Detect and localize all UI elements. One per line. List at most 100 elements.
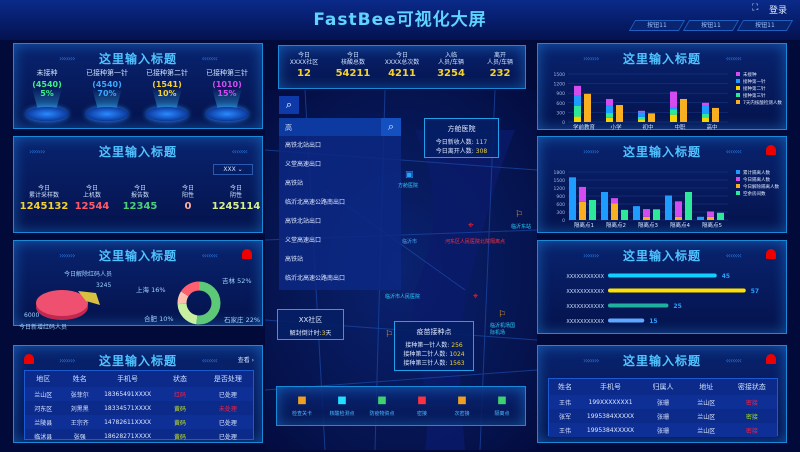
vacc-pct: 15% (217, 89, 237, 98)
x-tick-label: 隔离点4 (670, 221, 691, 229)
expand-icon[interactable]: ⛶ (752, 3, 759, 13)
table-row[interactable]: 兰山区 张菲尔 18365491XXXX 红码 已处理 (25, 387, 253, 401)
toolbar-item[interactable]: ■ 检查关卡 (282, 395, 322, 417)
donut-slice (177, 281, 221, 325)
column-header: 归属人 (652, 383, 674, 391)
bar (608, 273, 717, 278)
bar-今日解除隔离人数 (707, 216, 714, 220)
close-contact-panel: ››››››› 这里输入标题 ‹‹‹‹‹‹‹ 姓名 手机号 归属人 地址 密接状态 王伟 199… (537, 345, 787, 443)
column-header: 地区 (36, 375, 51, 383)
stat-label: 今日 (85, 185, 98, 192)
vaccination-chart-panel: ››››››› 这里输入标题 ‹‹‹‹‹‹‹ 0 300 600 900 1200 1500 学… (537, 43, 787, 130)
bar-接种第一针 (702, 105, 709, 114)
search-result-item[interactable]: 临沂北高速公路南出口 (285, 199, 346, 206)
legend-label: 空余房间数 (743, 190, 766, 197)
location-pin-icon[interactable]: ⌖ (468, 220, 474, 231)
panel-title: 这里输入标题 (98, 145, 177, 159)
table-cell: 199XXXXXXX1 (588, 398, 633, 406)
sampling-stat: 今日 阳性 0 (163, 185, 213, 212)
bar-接种第三针 (638, 116, 645, 120)
stat-value: 3254 (437, 68, 465, 79)
search-result-item[interactable]: 义堂高速出口 (285, 161, 322, 168)
top-stat: 今日 XXXX社区 12 (279, 52, 329, 79)
search-result-item[interactable]: 义堂高速出口 (285, 237, 322, 244)
table-cell: 黄码 (173, 405, 186, 413)
table-cell: 张菲尔 (70, 391, 89, 399)
value-label: 15 (649, 318, 657, 325)
tab-button-2[interactable]: 按钮11 (682, 20, 740, 31)
flag-icon[interactable]: ⚐ (385, 330, 394, 340)
search-toggle-button[interactable]: ⌕ (279, 96, 299, 114)
table-row[interactable]: 王伟 1995384XXXXX 张珊 兰山区 密接 (549, 423, 777, 437)
bar-累计隔离人数 (601, 192, 608, 220)
stat-label: 今日 (133, 185, 146, 192)
stat-value: 232 (489, 68, 511, 79)
table-cell: 1995384XXXXX (586, 426, 635, 434)
map-label: 临沂市 (402, 239, 418, 245)
table-cell: 临沭县 (34, 433, 53, 441)
bar-接种第二针 (638, 119, 645, 122)
toolbar-item[interactable]: ■ 密接 (402, 395, 442, 417)
bar-今日隔离人数 (579, 186, 586, 202)
donut-label: 吉林 52% (222, 277, 252, 285)
search-result-item[interactable]: 临沂北高速公路南出口 (285, 275, 346, 282)
search-result-item[interactable]: 高铁站 (285, 256, 304, 263)
sampling-select[interactable]: XXX ⌄ (213, 164, 253, 175)
column-header: 姓名 (557, 383, 572, 391)
vacc-pct: 10% (157, 89, 177, 98)
tab-button-1[interactable]: 按钮11 (628, 20, 686, 31)
login-button[interactable]: 登录 (769, 6, 788, 16)
hospital-popup[interactable]: 方舱医院 今日新收人数: 117 今日离开人数: 308 (424, 118, 499, 158)
column-header: 状态 (173, 375, 187, 383)
value: 3 (321, 330, 326, 337)
category-label: XXXXXXXXXXX (566, 304, 604, 310)
beam (92, 88, 122, 110)
label: 接种第一针人数: (405, 342, 450, 349)
y-tick-label: 1200 (554, 82, 566, 88)
top-stat: 离开 人员/车辆 232 (475, 52, 525, 79)
community-popup[interactable]: XX社区 解封倒计时:3天 (277, 309, 344, 340)
pedestal (86, 107, 128, 121)
table-row[interactable]: 河东区 刘黑黑 18334571XXXX 黄码 未处理 (25, 401, 253, 415)
bar-接种第二针 (574, 116, 581, 122)
search-input[interactable]: 高 ⌕ (279, 118, 401, 136)
table-row[interactable]: 临沭县 张强 18628271XXXX 黄码 已处理 (25, 429, 253, 443)
vaccination-point-popup[interactable]: 疫苗接种点 接种第一针人数: 256 接种第二针人数: 1024 接种第三针人数… (394, 321, 474, 371)
bar-未接种 (574, 85, 581, 96)
table-row[interactable]: 张军 1995384XXXXX 张珊 兰山区 密接 (549, 409, 777, 423)
map-label: 临沂市人民医院 (385, 294, 421, 300)
view-more-link[interactable]: 查看 › (237, 357, 254, 364)
legend-label: 接种第二针 (743, 85, 766, 92)
x-tick-label: 隔离点3 (638, 221, 659, 229)
tab-button-3[interactable]: 按钮11 (736, 20, 794, 31)
stat-label: 今日 (346, 52, 359, 59)
hospital-icon[interactable]: ▣ (405, 170, 414, 180)
table-cell: 王宗齐 (70, 419, 89, 427)
toolbar-item[interactable]: ■ 核酸检测点 (322, 395, 362, 417)
search-result-item[interactable]: 高铁北站出口 (285, 142, 322, 149)
vaccination-bar-chart: 0 300 600 900 1200 1500 学前教育 小学 初中 中职 高中 未接种接种第一针接种… (554, 71, 783, 130)
toolbar-item[interactable]: ■ 隔离点 (482, 395, 522, 417)
map-label: 方舱医院 (398, 183, 419, 189)
legend-label: 接种第三针 (743, 92, 766, 99)
legend-label: 累计隔离人数 (743, 169, 770, 176)
toolbar-label: 检查关卡 (291, 411, 312, 417)
popup-title: 方舱医院 (447, 125, 476, 133)
toolbar-label: 防疫物资点 (369, 411, 395, 417)
toolbar-item[interactable]: ■ 次密接 (442, 395, 482, 417)
toolbar-item[interactable]: ■ 防疫物资点 (362, 395, 402, 417)
search-result-item[interactable]: 高铁站 (285, 180, 304, 187)
search-result-item[interactable]: 高铁北站出口 (285, 218, 322, 225)
stat-label: 阴性 (229, 192, 242, 199)
flag-icon[interactable]: ⚐ (498, 310, 507, 320)
table-cell: 1995384XXXXX (586, 412, 635, 420)
panel-title: 这里输入标题 (98, 354, 177, 368)
location-pin-icon[interactable]: ⌖ (473, 292, 479, 302)
sampling-stat: 今日 阴性 1245114 (211, 185, 261, 212)
y-tick-label: 1800 (554, 170, 566, 176)
flag-icon[interactable]: ⚐ (515, 210, 524, 220)
table-row[interactable]: 兰陵县 王宗齐 14782611XXXX 黄码 已处理 (25, 415, 253, 429)
panel-title: 这里输入标题 (98, 52, 177, 66)
search-icon[interactable]: ⌕ (381, 118, 401, 136)
table-row[interactable]: 王伟 199XXXXXXX1 张珊 兰山区 密接 (549, 395, 777, 409)
